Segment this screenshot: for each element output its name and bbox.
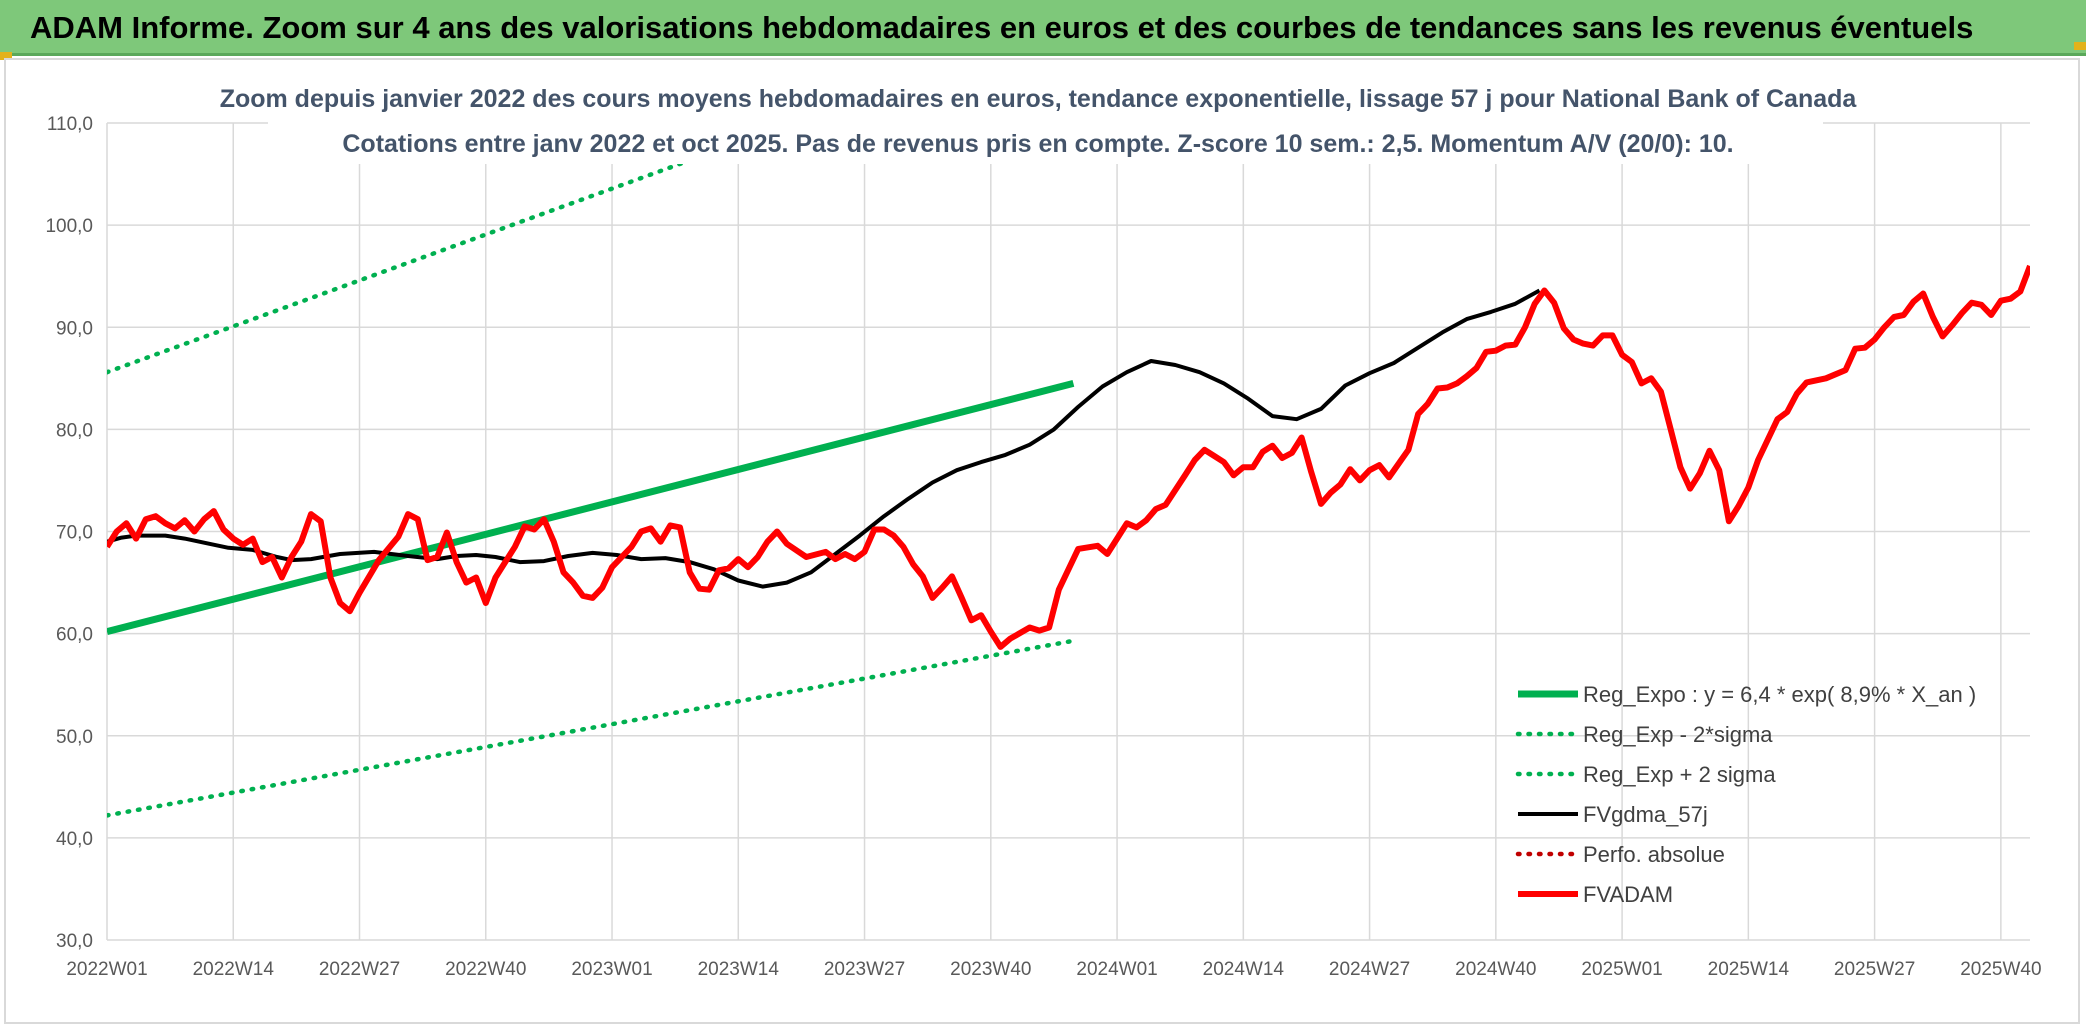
- x-tick-label: 2025W14: [1708, 959, 1790, 980]
- x-tick-label: 2022W27: [319, 959, 400, 980]
- series-line: [107, 638, 1076, 818]
- corner-mark-right: [2074, 42, 2086, 50]
- series-line: [107, 380, 1075, 635]
- x-tick-label: 2025W40: [1960, 959, 2041, 980]
- y-tick-label: 50,0: [56, 727, 93, 748]
- y-tick-label: 60,0: [56, 625, 93, 646]
- legend-label: Reg_Expo : y = 6,4 * exp( 8,9% * X_an ): [1583, 682, 1976, 707]
- legend-label: Reg_Exp + 2 sigma: [1583, 762, 1776, 787]
- title-backdrop: [268, 80, 1823, 164]
- series-line: [107, 264, 2030, 650]
- series-line: [107, 123, 800, 375]
- legend-box: [1512, 676, 2012, 910]
- y-tick-label: 70,0: [56, 523, 93, 544]
- legend-label: FVgdma_57j: [1583, 802, 1708, 827]
- x-tick-label: 2024W14: [1203, 959, 1285, 980]
- y-tick-label: 40,0: [56, 829, 93, 850]
- x-tick-label: 2022W14: [193, 959, 275, 980]
- x-tick-label: 2022W01: [66, 959, 147, 980]
- chart-subtitle: Cotations entre janv 2022 et oct 2025. P…: [342, 130, 1733, 158]
- x-tick-label: 2025W27: [1834, 959, 1915, 980]
- y-tick-label: 90,0: [56, 318, 93, 339]
- x-tick-labels: 2022W01 2022W14 2022W27 2022W40 2023W01 2023W…: [66, 959, 2041, 980]
- y-tick-label: 30,0: [56, 931, 93, 952]
- x-tick-label: 2023W14: [698, 959, 780, 980]
- grid: [106, 122, 2030, 941]
- x-tick-label: 2024W01: [1076, 959, 1157, 980]
- chart-title: Zoom depuis janvier 2022 des cours moyen…: [220, 85, 1858, 113]
- x-tick-label: 2023W27: [824, 959, 905, 980]
- x-tick-label: 2023W01: [571, 959, 652, 980]
- corner-mark-left: [0, 52, 12, 60]
- legend-label: FVADAM: [1583, 882, 1673, 907]
- y-tick-label: 80,0: [56, 420, 93, 441]
- series-layer: [107, 123, 2030, 818]
- x-tick-label: 2022W40: [445, 959, 526, 980]
- x-tick-label: 2023W40: [950, 959, 1031, 980]
- y-tick-labels: 30,0 40,0 50,0 60,0 70,0 80,0 90,0 100,0 110,0: [45, 114, 93, 952]
- banner-title: ADAM Informe. Zoom sur 4 ans des valoris…: [0, 0, 2086, 56]
- y-tick-label: 110,0: [47, 114, 93, 135]
- chart-frame: [4, 58, 2080, 1024]
- legend-label: Reg_Exp - 2*sigma: [1583, 722, 1773, 747]
- x-tick-label: 2025W01: [1581, 959, 1662, 980]
- legend-label: Perfo. absolue: [1583, 842, 1725, 867]
- y-tick-label: 100,0: [45, 216, 93, 237]
- legend: Reg_Expo : y = 6,4 * exp( 8,9% * X_an ) R…: [1512, 676, 2012, 910]
- x-tick-label: 2024W27: [1329, 959, 1410, 980]
- series-line: [107, 288, 1541, 589]
- x-tick-label: 2024W40: [1455, 959, 1536, 980]
